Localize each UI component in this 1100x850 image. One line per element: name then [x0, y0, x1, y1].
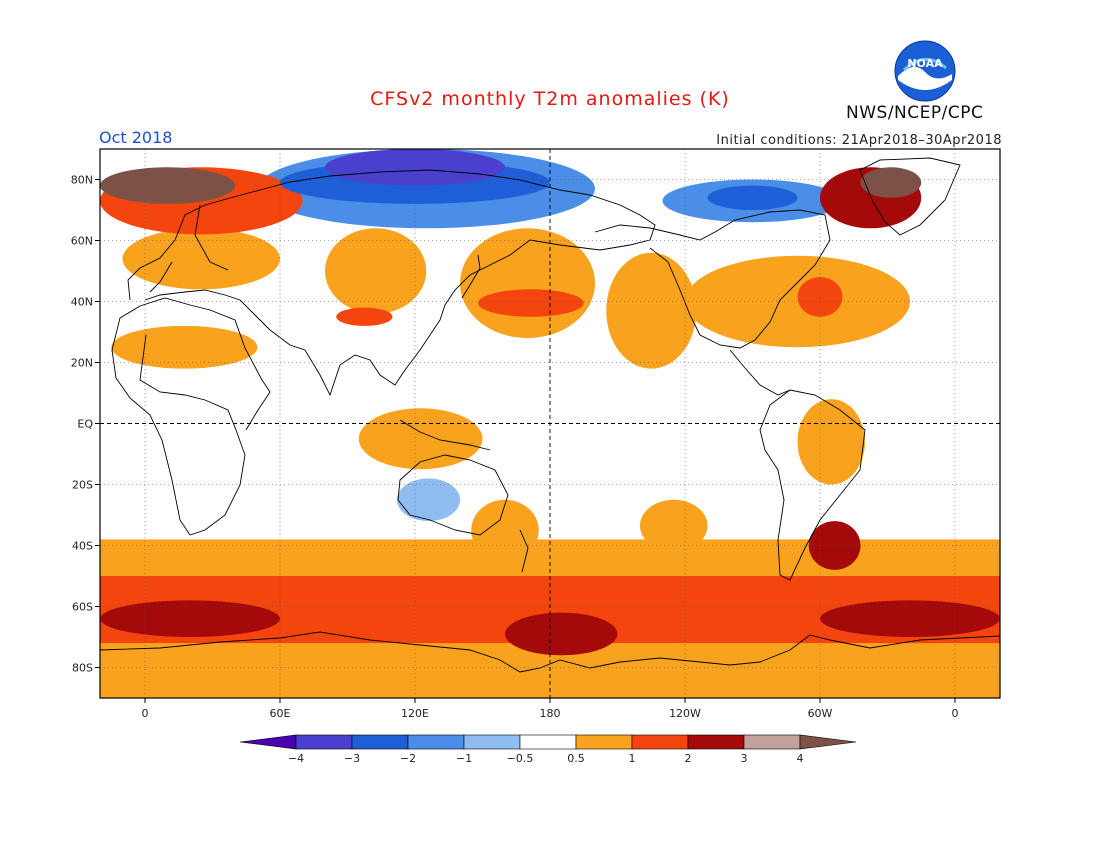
colorbar-segment [687, 734, 745, 750]
lat-tick-label: EQ [77, 418, 93, 431]
lat-tick-label: 60N [71, 235, 93, 248]
colorbar-segment [351, 734, 409, 750]
colorbar-label: −2 [400, 752, 416, 765]
greenland-coast [859, 157, 961, 236]
lat-tick-label: 40S [72, 540, 93, 553]
lat-tick-label: 40N [71, 296, 93, 309]
agency-label: NWS/NCEP/CPC [846, 103, 984, 123]
valid-month-label: Oct 2018 [99, 128, 173, 147]
anomaly-region-amazon-warm [797, 399, 865, 485]
africa-coast [111, 297, 271, 536]
lat-tick-label: 60S [72, 601, 93, 614]
lat-tick-label: 20N [71, 357, 93, 370]
colorbar-label: −0.5 [507, 752, 534, 765]
map-title: CFSv2 monthly T2m anomalies (K) [370, 88, 730, 110]
anomaly-region-mongolia-warm [336, 307, 393, 326]
colorbar-high-arrow [799, 734, 857, 750]
iberia-coast [149, 261, 173, 293]
axis-labels: 80N 60N 40N 20N EQ 20S 40S 60S 80S 0 60E 120E 180 120… [71, 174, 959, 721]
anomaly-region-argentina-hot [808, 521, 861, 570]
lat-tick-label: 80N [71, 174, 93, 187]
colorbar-label: 1 [629, 752, 636, 765]
anomaly-region-maritime-continent-warm [358, 408, 483, 470]
central-america-coast [729, 349, 791, 396]
lon-tick-label: 0 [952, 707, 959, 720]
colorbar-segment [631, 734, 689, 750]
new-zealand-coast [519, 529, 529, 573]
noaa-logo-icon: NOAA [894, 40, 956, 102]
colorbar: −4 −3 −2 −1 −0.5 0.5 1 2 3 4 [239, 734, 857, 765]
japan-coast [461, 254, 481, 299]
anomaly-region-north-america-warm [685, 255, 910, 348]
anomaly-region-north-pacific-hot [478, 289, 584, 317]
colorbar-label: −3 [344, 752, 360, 765]
antarctica-coast [100, 631, 1000, 673]
north-america-coast [594, 209, 831, 349]
anomaly-region-south-pacific-warm [640, 499, 708, 552]
colorbar-segment [295, 734, 353, 750]
anomaly-region-north-pacific-warm [460, 228, 595, 339]
colorbar-label: −1 [456, 752, 472, 765]
lon-tick-label: 180 [540, 707, 561, 720]
anomaly-region-east-pacific-warm [606, 252, 697, 369]
colorbar-label: 3 [741, 752, 748, 765]
anomaly-region-north-atlantic-hot [797, 277, 843, 317]
lon-tick-label: 60E [270, 707, 291, 720]
australia-coast [397, 454, 509, 536]
anomaly-region-australia-cool [397, 478, 460, 522]
anomaly-region-southern-ocean-hot-ross [505, 612, 618, 656]
colorbar-segment [575, 734, 633, 750]
colorbar-segment [463, 734, 521, 750]
colorbar-label: −4 [288, 752, 304, 765]
anomaly-region-southern-ocean-hot-east [820, 600, 1000, 637]
colorbar-segment [743, 734, 801, 750]
anomaly-region-europe-warm [122, 228, 280, 290]
anomaly-region-southern-ocean-hot-west [100, 600, 280, 637]
lon-tick-label: 120E [401, 707, 429, 720]
logo-text: NOAA [907, 57, 943, 70]
colorbar-segment [519, 734, 577, 750]
lat-tick-label: 20S [72, 479, 93, 492]
lon-tick-label: 120W [669, 707, 701, 720]
indonesia-coast [399, 419, 491, 451]
anomaly-region-arctic-siberia-cold [325, 149, 505, 186]
initial-conditions-label: Initial conditions: 21Apr2018–30Apr2018 [716, 133, 1002, 148]
colorbar-label: 0.5 [567, 752, 585, 765]
anomaly-region-barents-hot [100, 167, 235, 204]
graticule [100, 149, 1000, 698]
colorbar-label: 4 [797, 752, 804, 765]
anomaly-region-sahara-warm [111, 325, 258, 369]
lat-tick-label: 80S [72, 662, 93, 675]
lon-tick-label: 60W [808, 707, 833, 720]
eurasia-coast [127, 169, 656, 397]
anomaly-field [100, 149, 1000, 698]
anomaly-region-central-asia-warm [325, 228, 427, 314]
colorbar-segment [407, 734, 465, 750]
anomaly-region-canadian-arctic-cold [707, 185, 798, 210]
lon-tick-label: 0 [142, 707, 149, 720]
scandinavia-coast [194, 204, 229, 271]
colorbar-label: 2 [685, 752, 692, 765]
colorbar-low-arrow [239, 734, 297, 750]
anomaly-region-greenland-hot [860, 167, 922, 198]
